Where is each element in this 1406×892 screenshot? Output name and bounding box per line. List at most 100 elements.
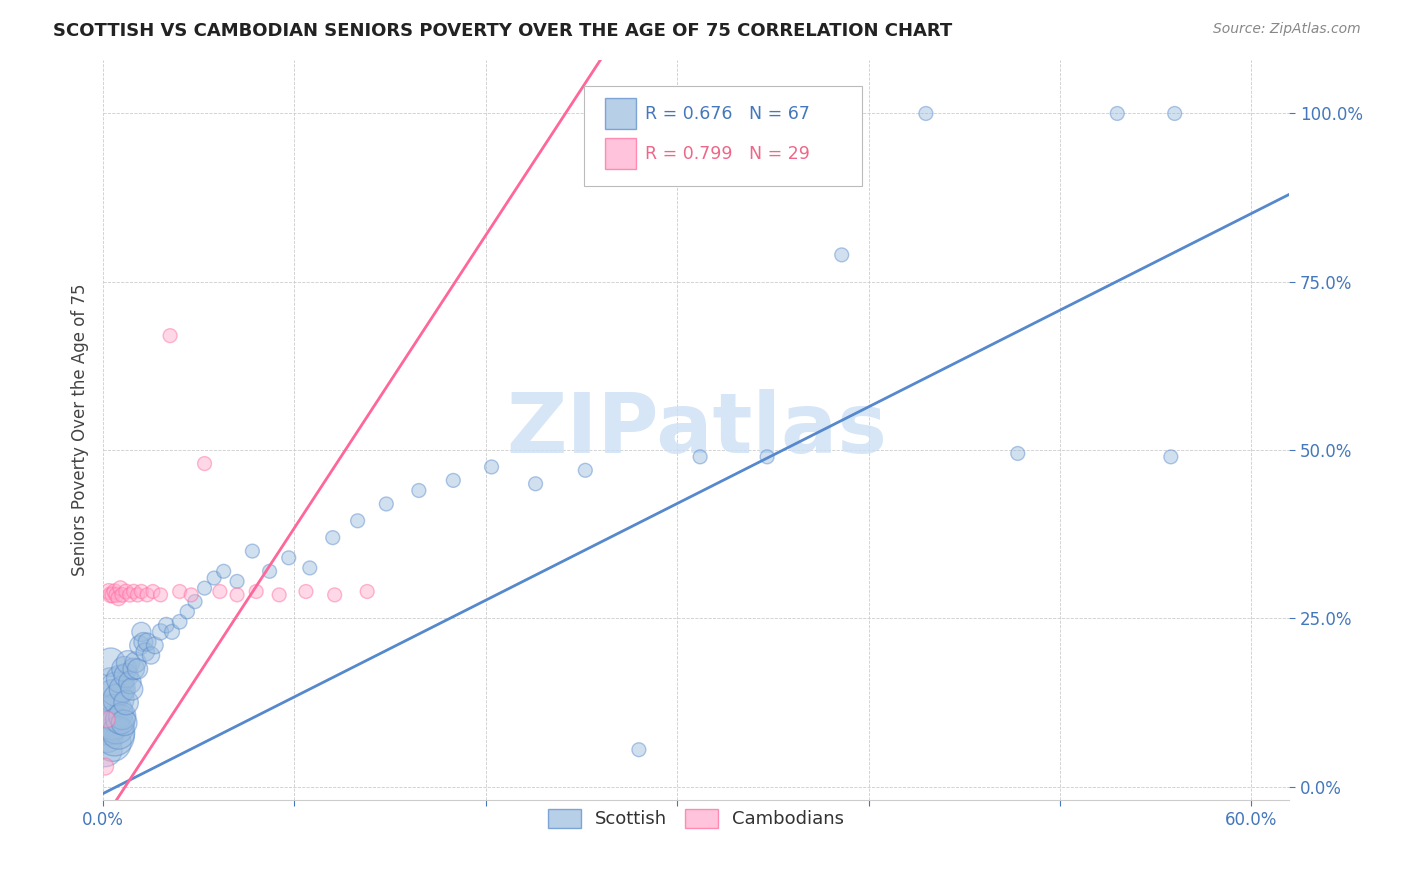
Point <box>143 638 166 652</box>
Point <box>193 581 215 595</box>
Point <box>169 615 191 629</box>
Point <box>136 635 159 649</box>
Point <box>105 682 128 697</box>
Point <box>139 648 162 663</box>
Point <box>110 713 132 727</box>
Point <box>101 588 124 602</box>
Legend: Scottish, Cambodians: Scottish, Cambodians <box>541 802 852 836</box>
Point <box>269 588 291 602</box>
Point <box>100 588 122 602</box>
Point <box>117 655 139 669</box>
Point <box>124 655 146 669</box>
Point <box>104 706 127 720</box>
Point <box>322 531 344 545</box>
Point <box>107 726 129 740</box>
Point <box>111 709 134 723</box>
Point <box>159 328 181 343</box>
Text: R = 0.799   N = 29: R = 0.799 N = 29 <box>645 145 810 162</box>
Point <box>149 588 172 602</box>
Point <box>100 675 122 690</box>
Point <box>97 584 120 599</box>
Point <box>128 638 150 652</box>
Point <box>96 713 118 727</box>
Point <box>101 715 124 730</box>
FancyBboxPatch shape <box>583 86 862 186</box>
Point <box>131 584 153 599</box>
Text: R = 0.676   N = 67: R = 0.676 N = 67 <box>645 104 810 123</box>
Point <box>375 497 398 511</box>
Point <box>1107 106 1129 120</box>
Point <box>97 723 120 737</box>
Point <box>212 564 235 578</box>
Point <box>169 584 191 599</box>
Point <box>1007 446 1029 460</box>
Point <box>112 715 135 730</box>
Point <box>524 476 547 491</box>
Point <box>118 675 141 690</box>
Point <box>408 483 430 498</box>
Point <box>94 742 117 756</box>
Point <box>111 588 134 602</box>
Point <box>481 459 503 474</box>
Point <box>323 588 346 602</box>
Point <box>155 618 177 632</box>
Point <box>96 729 118 743</box>
Point <box>160 624 183 639</box>
Point <box>110 581 132 595</box>
Y-axis label: Seniors Poverty Over the Age of 75: Seniors Poverty Over the Age of 75 <box>72 284 89 576</box>
Point <box>122 584 145 599</box>
Point <box>176 605 198 619</box>
Point <box>226 574 249 589</box>
Point <box>298 561 321 575</box>
Point <box>1160 450 1182 464</box>
Point <box>208 584 231 599</box>
Point <box>689 450 711 464</box>
Point <box>104 729 127 743</box>
Point <box>115 668 138 682</box>
Point <box>756 450 779 464</box>
Point <box>226 588 249 602</box>
Point <box>101 736 124 750</box>
Point <box>131 624 153 639</box>
Point <box>245 584 267 599</box>
Point <box>346 514 368 528</box>
Point <box>202 571 225 585</box>
Point <box>105 719 128 733</box>
Point <box>127 588 149 602</box>
Point <box>627 742 650 756</box>
Point <box>118 588 141 602</box>
Point <box>104 584 127 599</box>
Point <box>259 564 281 578</box>
Point <box>115 696 138 710</box>
Point <box>441 474 464 488</box>
Point <box>112 662 135 676</box>
Point <box>132 635 155 649</box>
Text: Source: ZipAtlas.com: Source: ZipAtlas.com <box>1213 22 1361 37</box>
Point <box>101 689 124 703</box>
Point <box>94 759 117 773</box>
Point <box>97 702 120 716</box>
Point <box>149 624 172 639</box>
Point <box>107 692 129 706</box>
FancyBboxPatch shape <box>605 138 636 169</box>
Point <box>915 106 938 120</box>
Point <box>831 248 853 262</box>
Point <box>127 662 149 676</box>
Point <box>193 457 215 471</box>
Text: ZIPatlas: ZIPatlas <box>506 390 887 470</box>
Point <box>111 682 134 697</box>
Point <box>180 588 202 602</box>
Point <box>1163 106 1185 120</box>
Point <box>122 662 145 676</box>
Point <box>574 463 596 477</box>
Point <box>115 584 138 599</box>
Point <box>277 550 299 565</box>
Point <box>110 672 132 686</box>
Text: SCOTTISH VS CAMBODIAN SENIORS POVERTY OVER THE AGE OF 75 CORRELATION CHART: SCOTTISH VS CAMBODIAN SENIORS POVERTY OV… <box>53 22 953 40</box>
Point <box>134 645 156 659</box>
Point <box>105 588 128 602</box>
Point <box>100 655 122 669</box>
Point <box>142 584 165 599</box>
Point <box>356 584 378 599</box>
Point <box>242 544 264 558</box>
